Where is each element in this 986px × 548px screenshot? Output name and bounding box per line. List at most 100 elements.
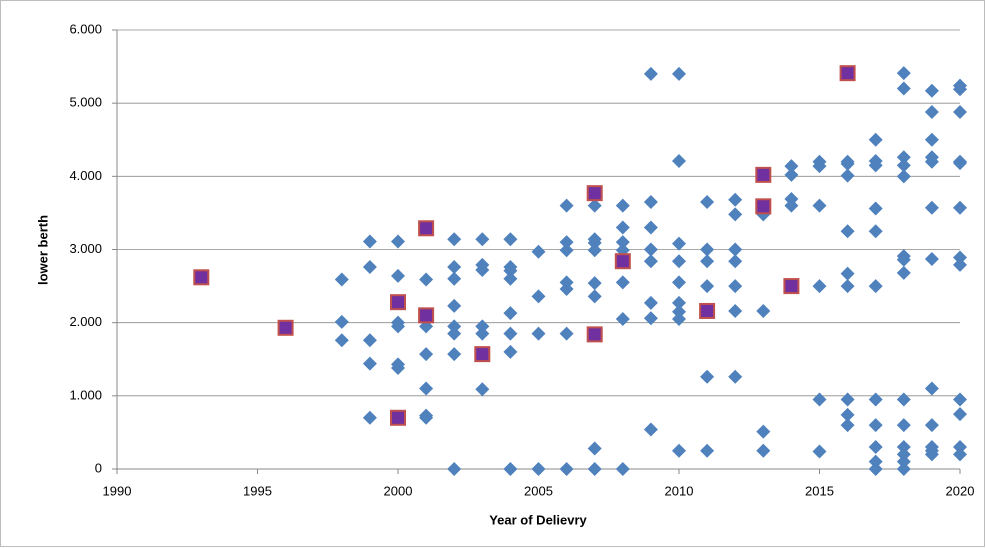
point	[362, 260, 377, 275]
point	[643, 311, 658, 326]
point	[419, 381, 434, 396]
point	[868, 279, 883, 294]
point	[643, 220, 658, 235]
point	[672, 66, 686, 81]
point	[277, 319, 294, 336]
point	[419, 272, 434, 287]
point	[953, 440, 967, 455]
point	[475, 326, 490, 341]
point	[503, 344, 518, 359]
point	[587, 462, 602, 476]
point	[559, 243, 574, 258]
x-tick-label: 2010	[665, 483, 694, 498]
point	[587, 441, 602, 456]
point	[672, 304, 686, 319]
point	[896, 454, 911, 469]
point	[896, 169, 911, 184]
x-tick-label: 2005	[524, 483, 553, 498]
point	[475, 232, 490, 247]
point	[391, 268, 405, 283]
point	[503, 326, 518, 341]
point	[700, 254, 715, 269]
point	[924, 200, 939, 215]
y-tick-label: 3.000	[69, 241, 102, 256]
point	[728, 303, 743, 318]
y-tick-label: 6.000	[69, 21, 102, 36]
point	[924, 83, 939, 98]
point	[783, 278, 800, 295]
point	[812, 392, 827, 407]
point	[334, 314, 349, 329]
point	[840, 418, 855, 433]
point	[840, 224, 855, 239]
point	[615, 312, 630, 327]
point	[391, 319, 405, 334]
point	[700, 369, 715, 384]
point	[953, 257, 967, 272]
point	[390, 409, 406, 426]
point	[193, 269, 210, 286]
point	[475, 382, 490, 397]
y-tick-label: 0	[95, 460, 102, 475]
point	[868, 418, 883, 433]
point	[812, 159, 827, 174]
point	[643, 242, 658, 257]
point	[728, 279, 743, 294]
marks	[193, 65, 967, 476]
point	[784, 198, 799, 213]
point	[503, 232, 518, 247]
point	[559, 326, 574, 341]
point	[559, 198, 574, 213]
point	[615, 275, 630, 290]
point	[447, 347, 462, 362]
point	[447, 232, 462, 247]
point	[587, 243, 602, 258]
point	[924, 418, 939, 433]
y-axis-title: lower berth	[35, 215, 50, 285]
point	[587, 289, 602, 304]
point	[896, 66, 911, 81]
x-tick-label: 2020	[946, 483, 975, 498]
point	[475, 319, 490, 334]
point	[643, 254, 658, 269]
point	[784, 167, 799, 182]
point	[643, 66, 658, 81]
point	[587, 276, 602, 291]
y-tick-label: 4.000	[69, 168, 102, 183]
point	[896, 440, 911, 455]
point	[784, 159, 799, 174]
point	[868, 392, 883, 407]
point	[728, 254, 743, 269]
point	[868, 201, 883, 216]
point	[334, 272, 349, 287]
point	[896, 158, 911, 173]
point	[474, 346, 491, 363]
point	[953, 392, 967, 407]
point	[531, 326, 546, 341]
point	[896, 150, 911, 165]
point	[924, 104, 939, 119]
point	[953, 407, 967, 422]
point	[868, 462, 883, 476]
point	[868, 440, 883, 455]
point	[953, 447, 967, 462]
point	[755, 166, 772, 183]
point	[840, 392, 855, 407]
point	[756, 443, 771, 458]
point	[447, 271, 462, 286]
point	[728, 369, 743, 384]
point	[672, 443, 686, 458]
point	[839, 65, 856, 82]
point	[643, 194, 658, 209]
point	[728, 192, 743, 207]
point	[700, 194, 715, 209]
point	[503, 263, 518, 278]
point	[587, 235, 602, 250]
y-tick-label: 1.000	[69, 387, 102, 402]
point	[503, 306, 518, 321]
point	[334, 333, 349, 348]
point	[728, 207, 743, 222]
point	[924, 381, 939, 396]
point	[840, 156, 855, 171]
point	[362, 333, 377, 348]
